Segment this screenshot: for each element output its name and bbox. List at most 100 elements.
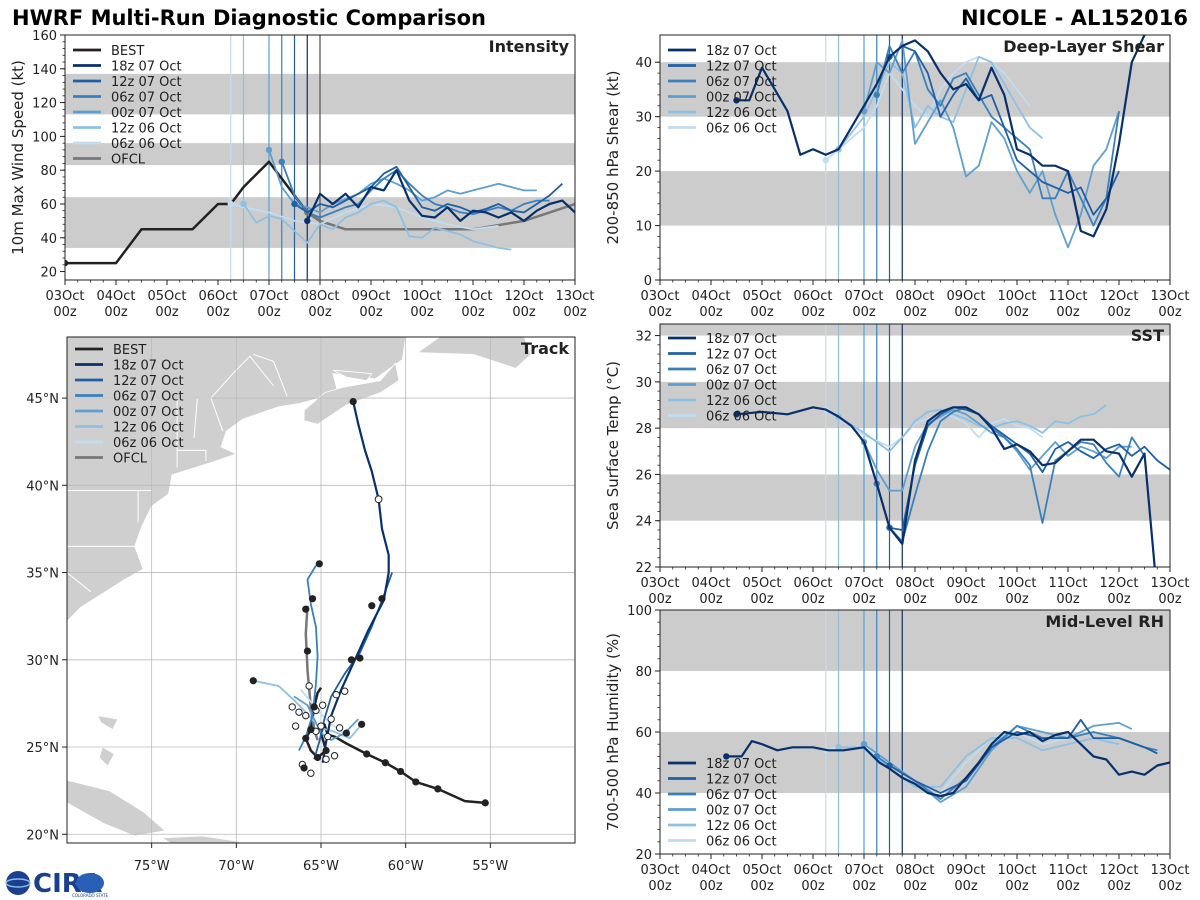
state-border (67, 572, 92, 593)
x-tick-sublabel: 00z (648, 592, 672, 607)
legend-label: 12z 07 Oct (111, 75, 182, 90)
series-start-marker (733, 411, 740, 418)
y-tick-label: 40 (635, 787, 652, 802)
panel-title: Mid-Level RH (1045, 612, 1164, 631)
x-tick-label: 13Oct (1150, 863, 1189, 878)
x-tick-label: 03Oct (640, 576, 679, 591)
y-tick-label: 20 (635, 165, 652, 180)
x-tick-sublabel: 00z (53, 305, 77, 320)
intensity-panel: 2040608010012014016003Oct00z04Oct00z05Oc… (9, 29, 595, 320)
x-tick-label: 11Oct (453, 289, 492, 304)
x-tick-sublabel: 00z (750, 879, 774, 894)
track-open-marker (341, 687, 349, 695)
x-tick-sublabel: 00z (1056, 879, 1080, 894)
x-tick-sublabel: 00z (648, 305, 672, 320)
track-daily-marker (302, 605, 310, 613)
y-tick-label: 100 (627, 604, 652, 619)
figure-title: HWRF Multi-Run Diagnostic Comparison (12, 6, 486, 30)
y-tick-label: 120 (32, 97, 57, 112)
series-start-marker (291, 200, 298, 208)
panel-title: Deep-Layer Shear (1003, 37, 1164, 56)
legend-label: 18z 07 Oct (111, 60, 182, 75)
series-line-06z-06-oct (825, 55, 1031, 161)
track-daily-marker (381, 759, 389, 767)
x-tick-label: 06Oct (198, 289, 237, 304)
legend-label: 06z 06 Oct (706, 122, 777, 137)
legend-label: 12z 06 Oct (111, 122, 182, 137)
track-daily-marker (396, 767, 405, 776)
x-tick-label: 09Oct (946, 289, 985, 304)
legend-label: BEST (113, 343, 146, 358)
x-tick-sublabel: 00z (155, 305, 179, 320)
x-tick-sublabel: 00z (1158, 592, 1182, 607)
y-tick-label: 0 (644, 274, 652, 289)
track-open-marker (324, 732, 332, 741)
x-tick-label: 11Oct (1048, 576, 1087, 591)
x-tick-sublabel: 00z (1107, 592, 1131, 607)
x-tick-label: 10Oct (997, 289, 1036, 304)
series-start-marker (65, 259, 69, 267)
x-tick-sublabel: 00z (903, 592, 927, 607)
x-tick-sublabel: 00z (801, 879, 825, 894)
legend-label: 18z 07 Oct (706, 332, 777, 347)
x-tick-label: 03Oct (640, 863, 679, 878)
series-start-marker (723, 753, 730, 760)
lon-tick-label: 60°W (388, 859, 424, 874)
x-tick-label: 11Oct (1048, 289, 1087, 304)
legend-label: 06z 06 Oct (706, 835, 777, 850)
x-tick-sublabel: 00z (852, 305, 876, 320)
legend-label: 12z 07 Oct (706, 348, 777, 363)
cira-logo: CIRA COLORADO STATE (5, 869, 109, 899)
x-tick-label: 07Oct (844, 863, 883, 878)
logo-globe-icon (6, 871, 30, 895)
bahamas-land-2 (98, 746, 115, 767)
track-daily-marker (303, 647, 312, 655)
series-line-12z-07-oct (889, 406, 1170, 531)
track-daily-marker (356, 654, 364, 662)
hispaniola-land (160, 835, 242, 843)
lat-tick-label: 45°N (26, 392, 59, 407)
x-tick-label: 03Oct (45, 289, 84, 304)
cuba-land (67, 779, 167, 837)
legend-label: 06z 07 Oct (113, 390, 184, 405)
x-tick-label: 12Oct (1099, 863, 1138, 878)
x-tick-sublabel: 00z (308, 305, 332, 320)
logo-orbit-icon (5, 878, 31, 888)
series-group (733, 404, 1170, 567)
series-start-marker (227, 200, 234, 208)
track-daily-marker (481, 799, 489, 807)
x-tick-sublabel: 00z (257, 305, 281, 320)
series-line-18z-07-oct (736, 406, 1156, 567)
series-line-12z-06-oct (242, 199, 512, 251)
lon-tick-label: 70°W (218, 859, 254, 874)
x-tick-label: 13Oct (1150, 289, 1189, 304)
lat-tick-label: 30°N (26, 654, 59, 669)
series-line-best (65, 160, 321, 265)
panel-title: Intensity (489, 37, 570, 56)
legend-label: OFCL (111, 153, 146, 168)
track-line-18z-07-oct (321, 401, 390, 763)
x-tick-label: 03Oct (640, 289, 679, 304)
x-tick-label: 04Oct (691, 863, 730, 878)
track-open-marker (317, 722, 325, 730)
track-daily-marker (363, 750, 371, 758)
lat-tick-label: 35°N (26, 567, 59, 582)
legend-label: 06z 07 Oct (111, 91, 182, 106)
x-tick-sublabel: 00z (1005, 879, 1029, 894)
x-tick-sublabel: 00z (699, 305, 723, 320)
track-open-marker (374, 495, 383, 504)
y-axis-label: Sea Surface Temp (°C) (604, 361, 622, 530)
x-tick-label: 13Oct (1150, 576, 1189, 591)
intensity-band-1 (660, 610, 1170, 671)
legend-label: 18z 07 Oct (113, 359, 184, 374)
legend-label: 12z 06 Oct (113, 421, 184, 436)
legend-label: 06z 07 Oct (706, 363, 777, 378)
series-line-12z-07-oct (889, 718, 1158, 794)
y-tick-label: 60 (40, 198, 57, 213)
x-tick-sublabel: 00z (1107, 305, 1131, 320)
track-daily-marker (322, 746, 330, 755)
x-tick-label: 08Oct (895, 289, 934, 304)
y-axis-label: 10m Max Wind Speed (kt) (9, 60, 27, 255)
